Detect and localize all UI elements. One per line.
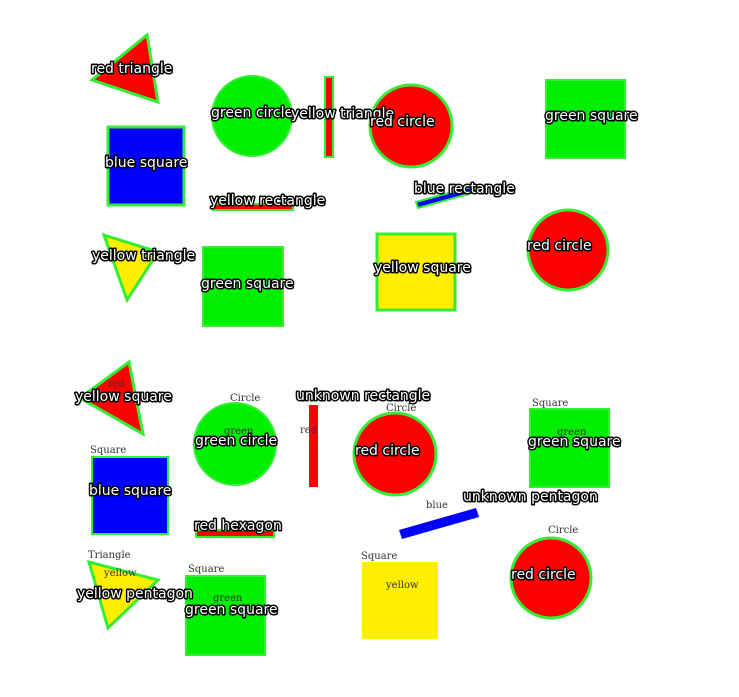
bottom-caption-square-2-inner: green (557, 427, 587, 438)
bottom-caption-square-4-inner: yellow (385, 580, 419, 591)
bottom-blue-diagonal-bar (399, 508, 479, 539)
bottom-caption-circle-2: Circle (386, 403, 416, 414)
top-green-circle (211, 75, 293, 157)
top-label-2: green circle (211, 105, 293, 121)
bottom-caption-rect-1: red (300, 425, 318, 436)
bottom-caption-square-2-top: Square (532, 398, 568, 409)
bottom-label-circle-1: green circle (195, 433, 277, 449)
top-panel: red triangle green circle yellow triangl… (88, 32, 639, 327)
top-thin-red-rect (324, 76, 334, 158)
bottom-green-square-1 (529, 408, 610, 488)
top-small-red-rect (212, 203, 294, 211)
bottom-label-rect-3: red hexagon (194, 518, 282, 534)
bottom-blue-square (91, 456, 169, 535)
top-label-12: red circle (527, 238, 592, 254)
top-green-square-1 (545, 79, 626, 159)
top-label-8: blue rectangle (414, 181, 515, 197)
bottom-red-thin-rect (195, 529, 275, 538)
bottom-panel: red Circle green red Circle Square green… (74, 359, 622, 656)
top-label-6: blue square (105, 155, 187, 171)
bottom-yellow-triangle (86, 559, 161, 631)
bottom-red-bar (309, 405, 318, 487)
bottom-caption-triangle-1: Triangle (88, 550, 131, 561)
bottom-caption-circle-1-inner: green (224, 426, 254, 437)
bottom-label-rect-2: unknown pentagon (463, 489, 598, 505)
top-blue-square (106, 125, 186, 207)
bottom-caption-square-3-top: Square (188, 564, 224, 575)
top-red-circle-2 (526, 208, 610, 292)
bottom-label-rect-1: unknown rectangle (296, 388, 430, 404)
bottom-yellow-square (362, 562, 438, 639)
bottom-label-square-3: green square (185, 602, 278, 618)
bottom-caption-square-4: Square (361, 551, 397, 562)
bottom-caption-square-1: Square (90, 445, 126, 456)
bottom-label-triangle-0: yellow square (75, 389, 172, 405)
bottom-label-circle-3: red circle (511, 567, 576, 583)
top-label-1: red triangle (91, 61, 172, 77)
top-label-7: yellow rectangle (210, 193, 325, 209)
bottom-caption-rect-2: blue (426, 500, 448, 511)
top-label-5: green square (545, 108, 638, 124)
bottom-red-circle-2 (509, 536, 593, 620)
top-label-11: yellow square (374, 260, 471, 276)
top-label-9: yellow triangle (92, 248, 195, 264)
top-red-circle-1 (368, 83, 454, 169)
bottom-label-circle-2: red circle (355, 443, 420, 459)
bottom-caption-circle-1: Circle (230, 393, 260, 404)
top-yellow-triangle (101, 232, 161, 304)
bottom-caption-circle-3: Circle (548, 525, 578, 536)
bottom-green-square-2 (185, 575, 266, 656)
top-red-triangle (88, 32, 160, 105)
top-label-4: red circle (370, 114, 435, 130)
top-blue-diagonal-rect (414, 184, 478, 210)
bottom-label-square-1: blue square (89, 483, 171, 499)
bottom-caption-triangle-1-inner: yellow (103, 568, 137, 579)
top-yellow-square (375, 232, 457, 312)
bottom-label-square-2: green square (528, 434, 621, 450)
bottom-caption-square-3-inner: green (213, 593, 243, 604)
bottom-red-circle-1 (352, 411, 438, 497)
bottom-red-triangle (77, 359, 146, 437)
bottom-caption-triangle-0-inner: red (108, 379, 126, 390)
bottom-label-triangle-1: yellow pentagon (77, 586, 193, 602)
bottom-green-circle (193, 402, 277, 486)
top-label-10: green square (201, 276, 294, 292)
top-label-3: yellow triangle (291, 106, 394, 122)
top-green-square-2 (202, 246, 284, 327)
